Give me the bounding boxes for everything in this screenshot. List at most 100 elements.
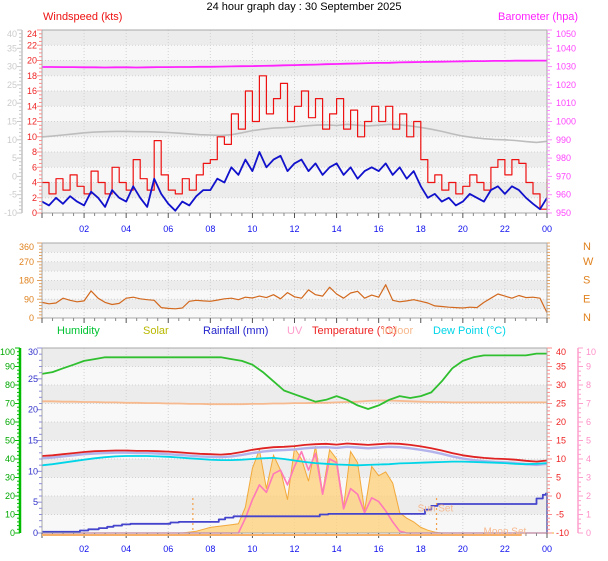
axis-tick-label: 35 xyxy=(7,43,17,53)
x-axis-label: 10 xyxy=(247,224,258,234)
moonset-label: Moon Set xyxy=(484,527,527,538)
humid-axis: 0 10 20 30 40 50 60 70 80 90 100 xyxy=(0,347,22,538)
axis-tick-label: 20 xyxy=(27,56,37,66)
axis-tick-label: 6 xyxy=(32,162,37,172)
axis-tick-label: 10 xyxy=(5,510,15,520)
x-axis-ticks xyxy=(41,318,548,323)
indoor_temp-series xyxy=(42,399,547,406)
rainfall-series xyxy=(42,492,548,533)
axis-tick-label: 990 xyxy=(556,135,571,145)
axis-tick-label: 25 xyxy=(28,374,38,384)
chart-legend: Humidity Solar Rainfall (mm) UV Temperature … xyxy=(0,325,608,339)
x-axis-label: 02 xyxy=(79,224,90,234)
x-axis-label: 14 xyxy=(331,544,342,554)
axis-tick-label: 24 xyxy=(27,29,37,39)
feels_like-series xyxy=(41,445,548,467)
x-axis-label: 16 xyxy=(373,224,384,234)
axis-tick-label: 20 xyxy=(556,417,566,427)
axis-tick-label: -5 xyxy=(556,510,564,520)
x-axis-label: 04 xyxy=(121,544,132,554)
axis-tick-label: 1040 xyxy=(556,43,576,53)
page-title: 24 hour graph day : 30 September 2025 xyxy=(206,1,402,13)
axis-tick-label: 40 xyxy=(5,454,15,464)
dew_point-series xyxy=(41,455,548,467)
axis-tick-label: 22 xyxy=(27,40,37,50)
axis-tick-label: 15 xyxy=(28,436,38,446)
axis-tick-label: 20 xyxy=(7,98,17,108)
x-axis-label: 06 xyxy=(163,544,174,554)
axis-tick-label: S xyxy=(583,275,590,287)
temp-humidity-rain-chart: 0102030405060708090100051015202530-10-50… xyxy=(0,347,596,538)
axis-tick-label: 5 xyxy=(556,473,561,483)
axis-tick-label: 50 xyxy=(5,436,15,446)
axis-tick-label: 16 xyxy=(27,86,37,96)
axis-tick-label: 8 xyxy=(32,147,37,157)
axis-tick-label: 40 xyxy=(7,29,17,39)
legend-item-solar: Solar xyxy=(143,325,169,337)
axis-tick-label: 20 xyxy=(28,405,38,415)
x-axis-label: 20 xyxy=(457,544,468,554)
axis-tick-label: 30 xyxy=(7,62,17,72)
axis-tick-label: 0 xyxy=(556,491,561,501)
axis-tick-label: 25 xyxy=(556,399,566,409)
temperature-series xyxy=(41,123,548,144)
x-axis-label: 06 xyxy=(163,224,174,234)
axis-tick-label: 270 xyxy=(19,257,34,267)
axis-tick-label: E xyxy=(583,293,590,305)
axis-tick-label: 10 xyxy=(586,347,596,357)
humidity-series xyxy=(41,352,547,410)
uv-axis: 0 1 2 3 4 5 6 7 8 9 10 xyxy=(577,347,596,538)
baro-axis: 950 960 970 980 990 1000 1010 1020 1030 1040 1050 xyxy=(547,29,576,218)
rain-axis: 0 5 10 15 20 25 30 xyxy=(28,347,42,538)
x-axis-label: 12 xyxy=(289,224,300,234)
axis-tick-label: 5 xyxy=(586,436,591,446)
x-axis-label: 20 xyxy=(457,224,468,234)
axis-tick-label: -10 xyxy=(4,208,17,218)
axis-tick-label: N xyxy=(583,241,591,253)
axis-tick-label: 60 xyxy=(5,417,15,427)
axis-tick-label: 1000 xyxy=(556,117,576,127)
axis-tick-label: 5 xyxy=(33,497,38,507)
wind_dir-series xyxy=(41,284,548,314)
x-axis-label: 02 xyxy=(79,544,90,554)
axis-tick-label: 2 xyxy=(586,491,591,501)
x-axis-label: 18 xyxy=(415,224,426,234)
axis-tick-label: 6 xyxy=(586,417,591,427)
axis-tick-label: 35 xyxy=(556,362,566,372)
axis-tick-label: 10 xyxy=(27,132,37,142)
axis-tick-label: 180 xyxy=(19,276,34,286)
axis-tick-label: 10 xyxy=(556,454,566,464)
axis-tick-label: 18 xyxy=(27,71,37,81)
axis-tick-label: 4 xyxy=(32,178,37,188)
axis-tick-label: 2 xyxy=(32,193,37,203)
x-axis-label: 22 xyxy=(499,544,510,554)
axis-tick-label: 14 xyxy=(27,101,37,111)
legend-item-dew-point-c: Dew Point (°C) xyxy=(433,325,506,337)
axis-tick-label: 3 xyxy=(586,473,591,483)
barometer-axis-title: Barometer (hpa) xyxy=(498,11,579,23)
x-axis-labels-bottom: 02 04 06 08 10 12 14 16 18 20 22 00 xyxy=(0,544,608,556)
temperature-series xyxy=(41,442,548,463)
axis-tick-label: 25 xyxy=(7,80,17,90)
x-axis-label: 12 xyxy=(289,544,300,554)
x-axis-label: 14 xyxy=(331,224,342,234)
axis-tick-label: 8 xyxy=(586,380,591,390)
axis-tick-label: N xyxy=(583,312,591,324)
axis-tick-label: 4 xyxy=(586,454,591,464)
dir-axis: 0 90 180 270 360 xyxy=(19,242,42,323)
axis-tick-label: 0 xyxy=(12,171,17,181)
x-axis-label: 04 xyxy=(121,224,132,234)
axis-tick-label: 980 xyxy=(556,153,571,163)
axis-tick-label: 100 xyxy=(0,347,15,357)
x-axis-ticks xyxy=(41,213,548,218)
x-axis-label: 08 xyxy=(205,224,216,234)
axis-tick-label: 1020 xyxy=(556,80,576,90)
legend-item-uv: UV xyxy=(287,325,303,337)
windspeed-axis-title: Windspeed (kts) xyxy=(43,11,123,23)
axis-tick-label: 0 xyxy=(33,528,38,538)
axis-tick-label: -5 xyxy=(9,190,17,200)
x-axis-label: 00 xyxy=(541,544,553,554)
axis-tick-label: 0 xyxy=(586,528,591,538)
